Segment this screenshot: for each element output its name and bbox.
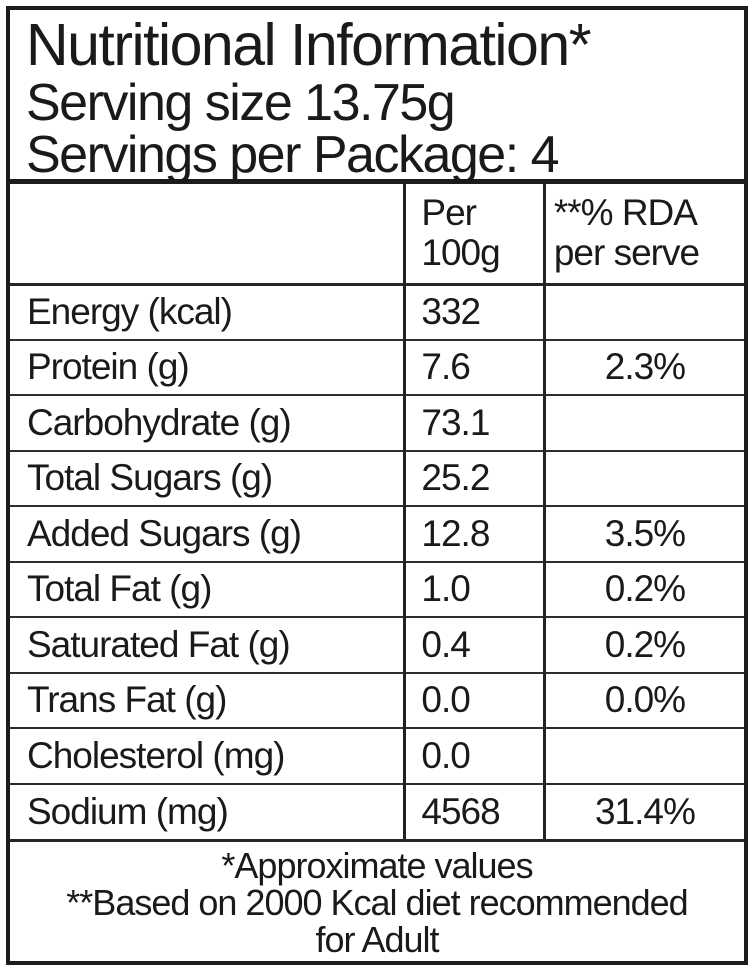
table-row: Saturated Fat (g) 0.4 0.2% bbox=[10, 616, 744, 673]
nutrient-name-cell: Sodium (mg) bbox=[10, 782, 405, 839]
nutrient-name-cell: Carbohydrate (g) bbox=[10, 394, 405, 451]
rda-value-cell: 0.2% bbox=[542, 616, 744, 673]
table-row: Protein (g) 7.6 2.3% bbox=[10, 338, 744, 395]
rda-header-line1: **% RDA bbox=[553, 192, 698, 234]
footnote-rda-basis: **Based on 2000 Kcal diet recommended bbox=[66, 882, 688, 923]
nutrient-column-header bbox=[10, 184, 405, 286]
per-100g-value-cell: 0.0 bbox=[403, 671, 545, 728]
table-row: Carbohydrate (g) 73.1 bbox=[10, 394, 744, 451]
nutrient-name-cell: Protein (g) bbox=[10, 338, 405, 395]
table-row: Added Sugars (g) 12.8 3.5% bbox=[10, 505, 744, 562]
table-row: Trans Fat (g) 0.0 0.0% bbox=[10, 671, 744, 728]
nutrition-table-body: Energy (kcal) 332 Protein (g) 7.6 2.3% C… bbox=[10, 284, 744, 839]
per-100g-header-line2: 100g bbox=[421, 232, 500, 274]
footnote-rda-basis-cont: for Adult bbox=[315, 919, 439, 960]
table-row: Total Sugars (g) 25.2 bbox=[10, 449, 744, 506]
label-header: Nutritional Information* Serving size 13… bbox=[10, 10, 744, 184]
table-row: Sodium (mg) 4568 31.4% bbox=[10, 782, 744, 839]
per-100g-value-cell: 0.0 bbox=[403, 727, 545, 784]
per-100g-value-cell: 4568 bbox=[403, 782, 545, 839]
table-row: Energy (kcal) 332 bbox=[10, 284, 744, 340]
nutrient-name-cell: Saturated Fat (g) bbox=[10, 616, 405, 673]
per-100g-column-header: Per 100g bbox=[403, 184, 545, 286]
rda-value-cell: 0.0% bbox=[542, 671, 744, 728]
table-row: Cholesterol (mg) 0.0 bbox=[10, 727, 744, 784]
label-footnotes: *Approximate values **Based on 2000 Kcal… bbox=[10, 839, 744, 958]
nutrient-name-cell: Added Sugars (g) bbox=[10, 505, 405, 562]
rda-value-cell: 0.2% bbox=[542, 560, 744, 617]
rda-value-cell: 31.4% bbox=[542, 782, 744, 839]
nutrient-name-cell: Total Fat (g) bbox=[10, 560, 405, 617]
per-100g-value-cell: 0.4 bbox=[403, 616, 545, 673]
rda-value-cell bbox=[542, 727, 744, 784]
rda-header-line2: per serve bbox=[553, 232, 700, 274]
footnote-approximate: *Approximate values bbox=[221, 845, 533, 886]
table-header-row: Per 100g **% RDA per serve bbox=[10, 184, 744, 286]
servings-per-package-line: Servings per Package: 4 bbox=[26, 126, 560, 184]
per-100g-header-line1: Per bbox=[421, 192, 477, 234]
nutrient-name-cell: Energy (kcal) bbox=[27, 291, 233, 332]
per-100g-value-cell: 12.8 bbox=[403, 505, 545, 562]
rda-value-cell: 3.5% bbox=[542, 505, 744, 562]
rda-value-cell bbox=[542, 394, 744, 451]
nutrition-label: Nutritional Information* Serving size 13… bbox=[6, 6, 748, 965]
per-100g-value-cell: 7.6 bbox=[403, 338, 545, 395]
nutrition-table: Per 100g **% RDA per serve Energy (kcal)… bbox=[10, 184, 744, 839]
nutrient-name-cell: Total Sugars (g) bbox=[10, 449, 405, 506]
per-100g-value-cell: 1.0 bbox=[403, 560, 545, 617]
per-100g-value-cell: 25.2 bbox=[403, 449, 545, 506]
rda-value-cell bbox=[542, 284, 744, 340]
serving-size-line: Serving size 13.75g bbox=[26, 74, 456, 132]
per-100g-value-cell: 332 bbox=[403, 284, 545, 340]
rda-column-header: **% RDA per serve bbox=[542, 184, 744, 286]
nutrient-name-cell: Trans Fat (g) bbox=[10, 671, 405, 728]
label-title: Nutritional Information* bbox=[26, 12, 592, 78]
per-100g-value-cell: 73.1 bbox=[403, 394, 545, 451]
rda-value-cell: 2.3% bbox=[542, 338, 744, 395]
nutrient-name-cell: Cholesterol (mg) bbox=[10, 727, 405, 784]
table-row: Total Fat (g) 1.0 0.2% bbox=[10, 560, 744, 617]
rda-value-cell bbox=[542, 449, 744, 506]
